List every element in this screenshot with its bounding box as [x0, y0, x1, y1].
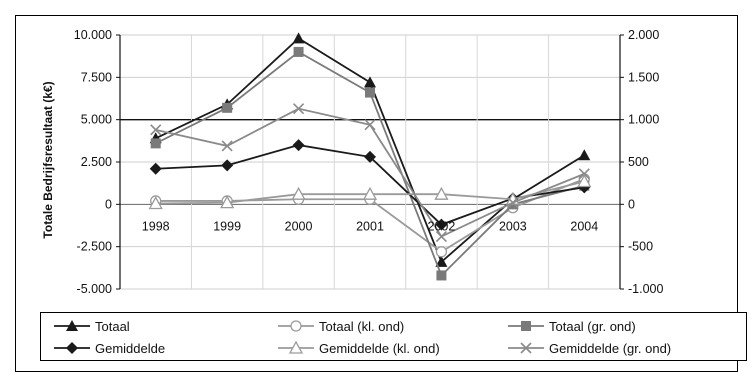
series-3 — [149, 139, 591, 231]
y-tick-label-left: -2.500 — [77, 240, 112, 254]
chart-frame — [15, 15, 738, 372]
legend-swatch — [278, 320, 314, 332]
data-point — [435, 218, 448, 231]
y-tick-label-left: 7.500 — [81, 70, 112, 84]
x-tick-label: 2004 — [570, 219, 598, 233]
data-point — [507, 197, 519, 209]
y-tick-label-left: 0 — [105, 197, 112, 211]
data-point — [364, 150, 376, 163]
y-tick-label-right: 2.000 — [628, 28, 659, 42]
data-point — [292, 139, 305, 152]
legend-swatch — [278, 341, 314, 354]
data-point — [292, 32, 305, 44]
data-point — [150, 124, 162, 136]
legend-item: Totaal (kl. ond) — [277, 316, 404, 336]
legend-label: Totaal (kl. ond) — [319, 318, 405, 334]
y-tick-label-right: -1.000 — [628, 282, 663, 296]
y-axis-title-left: Totale Bedrijfsresultaat (k€) — [41, 81, 55, 238]
data-point — [290, 320, 302, 332]
series-1 — [150, 173, 590, 258]
legend-swatch — [54, 342, 90, 354]
data-point — [149, 162, 162, 175]
legend-item: Totaal (gr. ond) — [507, 316, 636, 336]
data-point — [221, 140, 233, 152]
series-5 — [150, 103, 590, 243]
data-point — [364, 76, 376, 88]
data-point — [435, 230, 447, 243]
y-tick-label-right: 0 — [628, 197, 635, 211]
legend-swatch — [508, 342, 544, 354]
data-point — [365, 87, 375, 98]
legend-label: Gemiddelde (gr. ond) — [549, 340, 672, 356]
data-point — [220, 195, 235, 209]
x-tick-label: 2000 — [285, 219, 313, 233]
label-layer: 10.000 7.500 5.000 2.500 0 -2.500 -5.000 2.000 1… — [74, 28, 664, 296]
data-point — [520, 342, 532, 354]
legend-swatch — [54, 320, 90, 331]
legend-item: Gemiddelde (kl. ond) — [277, 338, 440, 358]
y-tick-label-right: 500 — [628, 155, 649, 169]
y-tick-label-right: 1.500 — [628, 70, 659, 84]
series-layer — [148, 32, 592, 281]
data-point — [291, 186, 306, 200]
data-point — [577, 174, 592, 188]
data-point — [66, 320, 78, 331]
y-tick-label-right: 1.000 — [628, 113, 659, 127]
data-point — [293, 46, 304, 57]
data-point — [293, 103, 305, 115]
legend-item: Gemiddelde — [53, 338, 165, 358]
data-point — [578, 168, 590, 180]
y-tick-label-left: 5.000 — [81, 113, 112, 127]
data-point — [222, 102, 233, 113]
data-point — [148, 196, 163, 210]
data-point — [521, 321, 531, 331]
y-tick-label-left: 10.000 — [74, 28, 112, 42]
legend-swatch — [508, 321, 544, 331]
data-point — [362, 186, 378, 200]
data-point — [150, 138, 161, 149]
data-point — [435, 255, 448, 267]
legend-label: Totaal (gr. ond) — [549, 318, 636, 334]
x-tick-label: 1998 — [142, 219, 170, 233]
data-point — [66, 342, 78, 354]
y-tick-label-left: 2.500 — [81, 155, 112, 169]
data-point — [578, 149, 591, 161]
legend-item: Gemiddelde (gr. ond) — [507, 338, 671, 358]
data-point — [434, 186, 449, 200]
x-tick-label: 2001 — [356, 219, 384, 233]
axis-layer — [116, 34, 624, 290]
grid-layer — [120, 34, 620, 290]
legend-label: Gemiddelde — [95, 340, 166, 356]
data-point — [364, 119, 376, 131]
x-tick-label: 1999 — [213, 219, 241, 233]
data-point — [221, 159, 234, 172]
y-tick-label-right: -500 — [628, 240, 653, 254]
data-point — [436, 270, 447, 281]
data-point — [288, 341, 304, 354]
legend-label: Totaal — [95, 318, 130, 334]
series-line — [155, 107, 585, 238]
data-point — [435, 246, 448, 258]
x-tick-label: 2002 — [428, 219, 456, 233]
legend: Totaal Totaal (kl. ond) Totaal (gr. ond) Ge… — [40, 312, 747, 361]
legend-item: Totaal — [53, 316, 130, 336]
y-tick-label-left: -5.000 — [77, 282, 112, 296]
x-tick-label: 2003 — [499, 219, 527, 233]
legend-label: Gemiddelde (kl. ond) — [319, 340, 440, 356]
